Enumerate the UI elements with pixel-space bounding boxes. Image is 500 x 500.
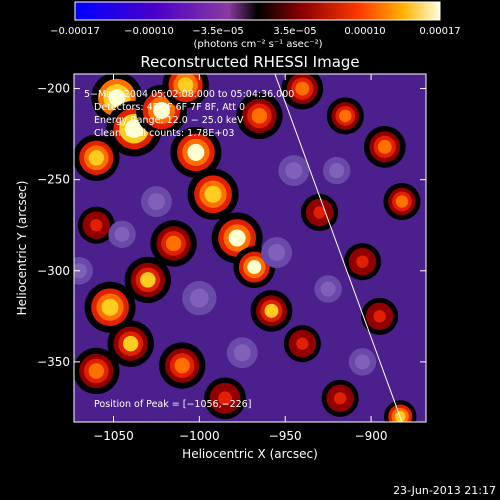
colorbar-ticks: −0.00017 −0.00010 −3.5e−05 3.5e−05 0.000… xyxy=(50,26,461,37)
x-tick-label: −1050 xyxy=(93,429,134,443)
annotations: 5−Mar−2004 05:02:08.000 to 05:04:36.000 … xyxy=(84,89,294,410)
colorbar-tick-0: −0.00017 xyxy=(50,26,100,37)
emission-blob xyxy=(377,139,392,154)
colorbar-tick-1: −0.00010 xyxy=(124,26,174,37)
negative-blob-core xyxy=(189,288,209,308)
emission-blob xyxy=(395,195,409,208)
negative-blob-core xyxy=(74,263,87,279)
emission-blob xyxy=(218,391,233,406)
emission-blob xyxy=(333,392,347,405)
negative-blob-core xyxy=(320,281,336,297)
date-stamp: 23-Jun-2013 21:17 xyxy=(393,484,496,497)
y-tick-label: −350 xyxy=(37,355,70,369)
emission-blob xyxy=(88,363,105,379)
emission-blob xyxy=(228,229,246,247)
emission-blob xyxy=(373,310,386,323)
x-tick-label: −1000 xyxy=(179,429,220,443)
emission-blob xyxy=(251,108,268,124)
emission-blob xyxy=(174,357,190,374)
y-tick-label: −250 xyxy=(37,173,70,187)
x-tick-label: −900 xyxy=(355,429,388,443)
negative-blob-core xyxy=(114,226,130,242)
annotation-clean: Clean Total counts: 1.78E+03 xyxy=(94,128,234,139)
colorbar-tick-2: −3.5e−05 xyxy=(192,26,244,37)
colorbar-tick-5: 0.00017 xyxy=(419,26,460,37)
emission-blob xyxy=(153,101,171,119)
y-tick-label: −300 xyxy=(37,264,70,278)
annotation-energy: Energy Range: 12.0 − 25.0 keV xyxy=(94,115,244,126)
annotation-time: 5−Mar−2004 05:02:08.000 to 05:04:36.000 xyxy=(84,89,294,100)
negative-blob-core xyxy=(147,193,165,211)
plot-area xyxy=(73,73,427,423)
negative-blob-core xyxy=(285,162,303,180)
emission-blob xyxy=(187,143,205,161)
intensity-map xyxy=(74,74,421,422)
plot-frame xyxy=(73,73,427,423)
colorbar-unit-label: (photons cm⁻² s⁻¹ asec⁻²) xyxy=(193,39,322,50)
emission-blob xyxy=(356,255,369,268)
emission-blob xyxy=(339,109,352,123)
negative-blob-core xyxy=(354,354,371,370)
emission-blob xyxy=(101,298,119,316)
x-axis-label: Heliocentric X (arcsec) xyxy=(182,447,318,461)
emission-blob xyxy=(295,81,310,96)
emission-blob xyxy=(140,272,156,288)
colorbar xyxy=(74,1,441,21)
negative-blob-core xyxy=(233,344,251,362)
y-axis-label: Heliocentric Y (arcsec) xyxy=(15,181,29,316)
emission-blob xyxy=(124,119,144,138)
emission-blob xyxy=(108,89,126,107)
annotation-peak: Position of Peak = [−1056,−226] xyxy=(94,399,251,410)
emission-blob xyxy=(88,150,105,166)
y-axis: −200 −250 −300 −350 xyxy=(37,82,426,369)
emission-blob xyxy=(296,337,309,350)
emission-blob xyxy=(122,335,139,352)
colorbar-tick-4: 0.00010 xyxy=(344,26,385,37)
emission-blob xyxy=(204,185,222,203)
emission-blob xyxy=(313,206,326,219)
negative-blob-core xyxy=(329,163,345,179)
emission-blob xyxy=(247,260,262,275)
x-tick-label: −950 xyxy=(269,429,302,443)
colorbar-tick-3: 3.5e−05 xyxy=(273,26,316,37)
emission-blob xyxy=(165,235,182,252)
emission-blob xyxy=(90,219,103,232)
annotation-detectors: Detectors: 4F 5F 6F 7F 8F, Att 0 xyxy=(94,102,245,113)
emission-blob xyxy=(177,77,194,93)
solar-limb-line xyxy=(274,74,403,422)
x-axis: −1050 −1000 −950 −900 xyxy=(93,74,388,443)
chart-title: Reconstructed RHESSI Image xyxy=(140,53,359,71)
emission-blob xyxy=(264,303,279,318)
negative-blob-core xyxy=(268,244,286,262)
y-tick-label: −200 xyxy=(37,82,70,96)
